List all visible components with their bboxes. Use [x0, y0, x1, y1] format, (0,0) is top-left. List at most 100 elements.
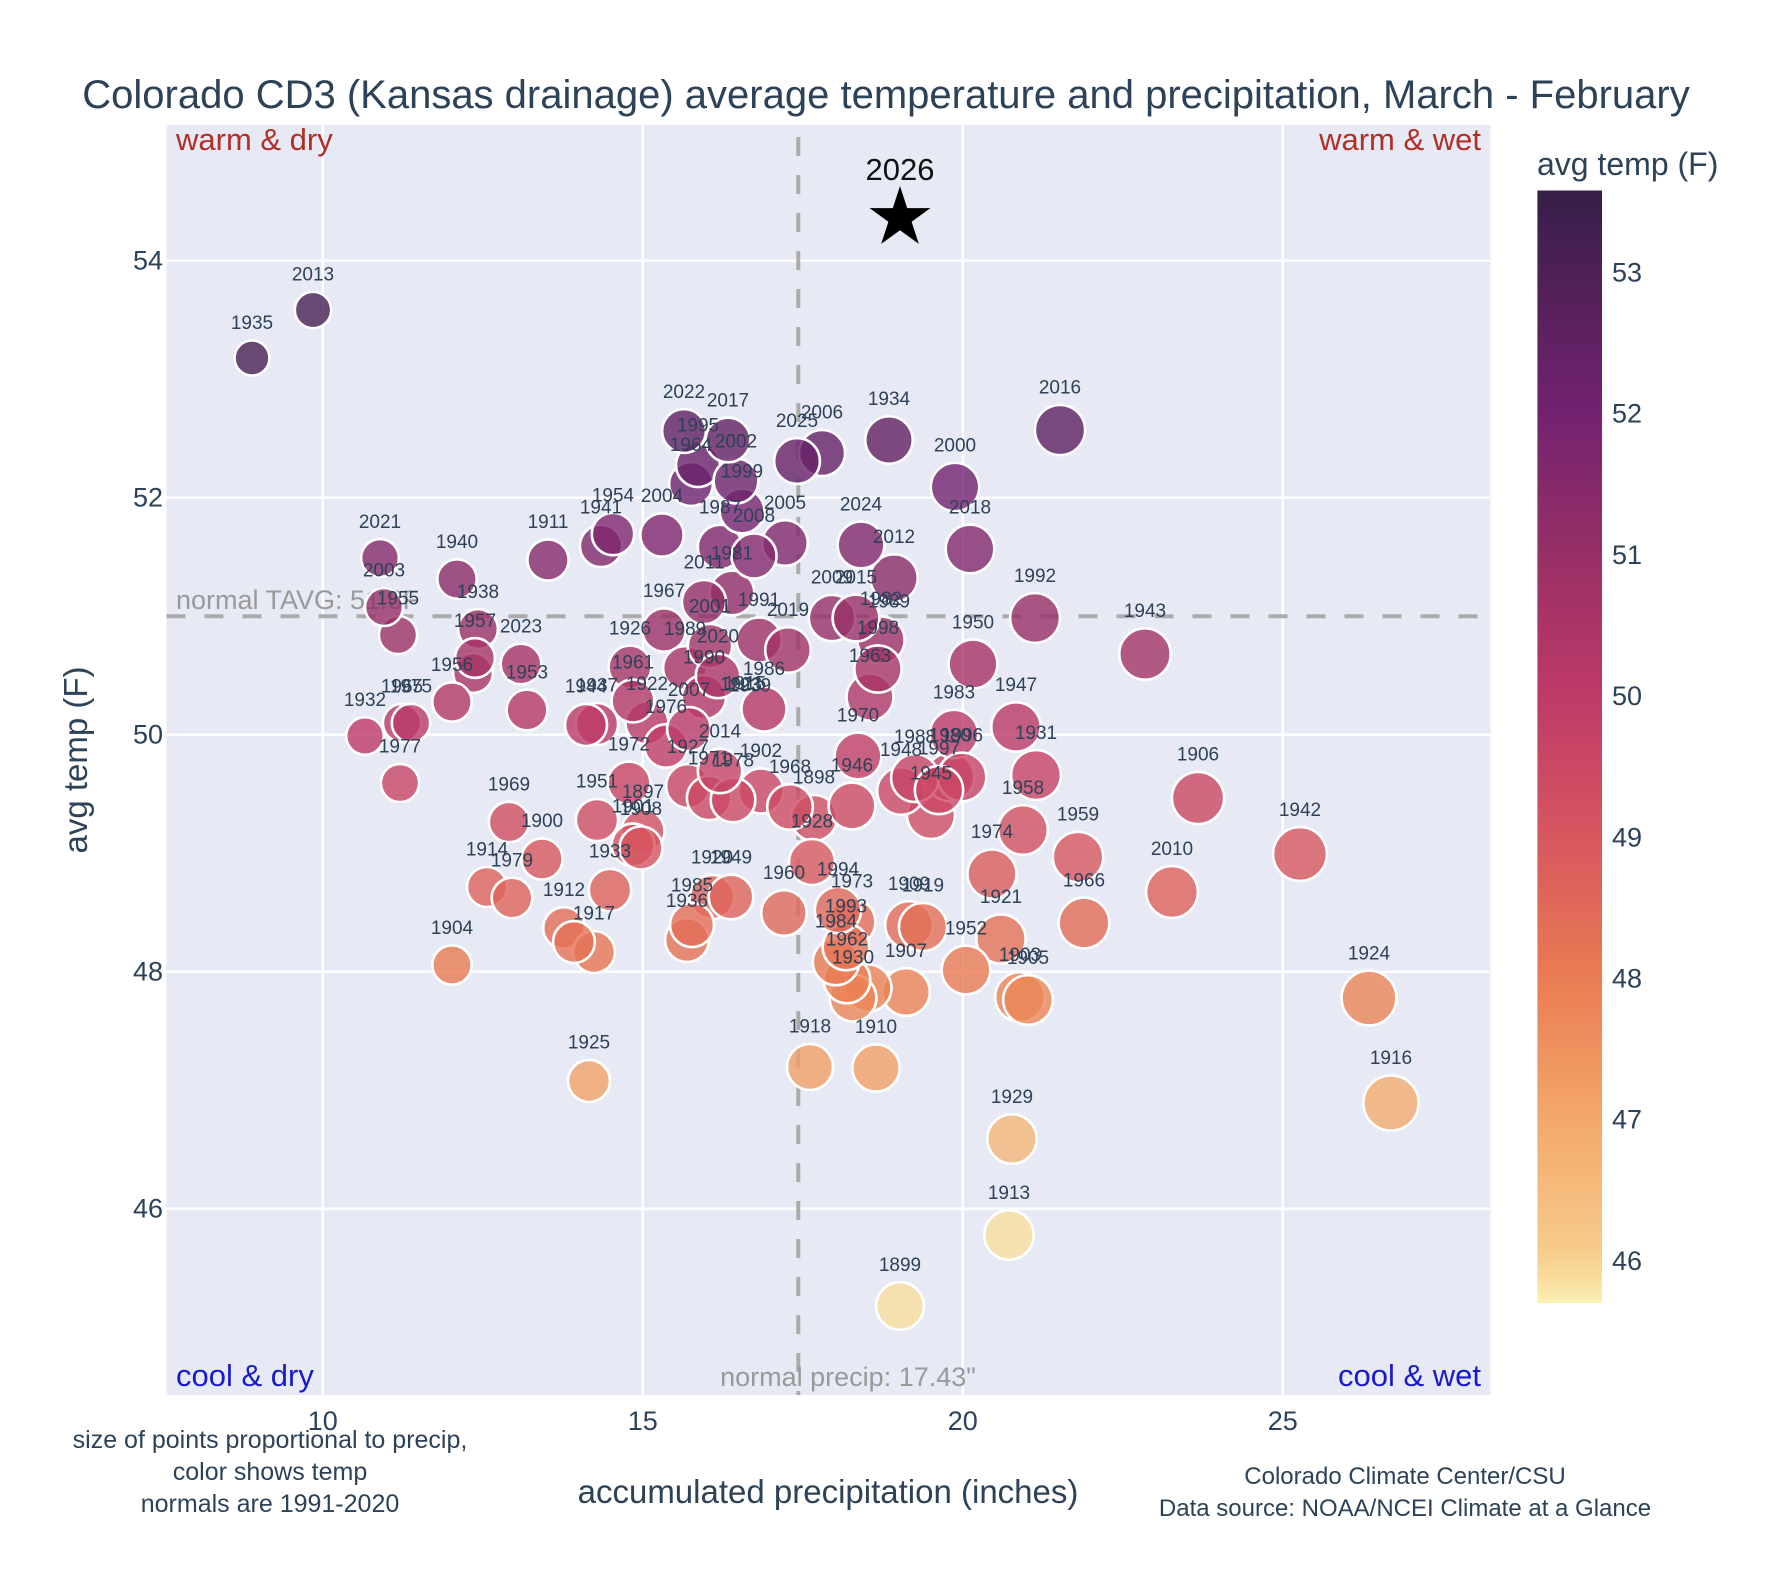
svg-text:1931: 1931: [1015, 723, 1057, 744]
svg-text:1983: 1983: [933, 683, 975, 704]
svg-text:1934: 1934: [868, 389, 911, 410]
svg-text:20: 20: [948, 1406, 978, 1436]
svg-text:2007: 2007: [668, 680, 710, 701]
svg-text:1964: 1964: [670, 435, 713, 456]
svg-text:1996: 1996: [941, 725, 983, 746]
svg-text:1923: 1923: [720, 675, 762, 696]
svg-text:1956: 1956: [431, 655, 473, 676]
svg-text:1924: 1924: [1348, 943, 1391, 964]
svg-text:2013: 2013: [292, 265, 334, 286]
svg-text:1943: 1943: [1124, 601, 1166, 622]
svg-text:1903: 1903: [999, 945, 1041, 966]
svg-text:2025: 2025: [776, 411, 818, 432]
svg-text:51: 51: [1612, 540, 1642, 570]
svg-text:1901: 1901: [612, 796, 654, 817]
svg-text:52: 52: [1612, 399, 1642, 429]
svg-text:2001: 2001: [689, 597, 731, 618]
svg-text:2010: 2010: [1151, 839, 1193, 860]
svg-text:1932: 1932: [344, 690, 386, 711]
svg-text:25: 25: [1268, 1406, 1298, 1436]
svg-text:Data source: NOAA/NCEI Climate: Data source: NOAA/NCEI Climate at a Glan…: [1159, 1495, 1651, 1522]
svg-text:accumulated precipitation (inc: accumulated precipitation (inches): [578, 1473, 1079, 1510]
svg-text:1946: 1946: [831, 755, 873, 776]
svg-text:Colorado Climate Center/CSU: Colorado Climate Center/CSU: [1244, 1463, 1565, 1490]
svg-text:2012: 2012: [873, 527, 915, 548]
svg-text:1962: 1962: [826, 929, 868, 950]
svg-text:1979: 1979: [491, 850, 533, 871]
svg-text:1968: 1968: [769, 757, 811, 778]
svg-text:1961: 1961: [612, 652, 654, 673]
svg-text:2016: 2016: [1039, 378, 1081, 399]
svg-text:1955: 1955: [377, 589, 419, 610]
svg-text:1944: 1944: [565, 677, 608, 698]
svg-text:54: 54: [133, 246, 163, 276]
svg-text:1907: 1907: [885, 941, 927, 962]
svg-text:1926: 1926: [609, 618, 651, 639]
svg-text:1967: 1967: [643, 581, 685, 602]
svg-text:1988: 1988: [894, 727, 936, 748]
svg-text:50: 50: [1612, 681, 1642, 711]
svg-text:46: 46: [1612, 1246, 1642, 1276]
svg-text:47: 47: [1612, 1105, 1642, 1135]
svg-text:1963: 1963: [849, 646, 891, 667]
svg-text:1911: 1911: [528, 512, 569, 533]
svg-text:avg temp (F): avg temp (F): [1537, 146, 1718, 182]
svg-text:1994: 1994: [817, 860, 860, 881]
svg-text:2021: 2021: [359, 512, 401, 533]
svg-text:1945: 1945: [910, 764, 952, 785]
svg-text:size of points proportional to: size of points proportional to precip,: [73, 1426, 468, 1454]
svg-text:1981: 1981: [711, 543, 753, 564]
svg-text:warm & dry: warm & dry: [175, 122, 333, 157]
svg-text:1913: 1913: [988, 1183, 1030, 1204]
svg-text:52: 52: [133, 483, 163, 513]
svg-text:1980: 1980: [929, 726, 971, 747]
svg-text:2022: 2022: [663, 382, 705, 403]
svg-text:1930: 1930: [832, 947, 874, 968]
svg-text:1906: 1906: [1177, 745, 1219, 766]
svg-text:1918: 1918: [789, 1017, 831, 1038]
svg-text:2026: 2026: [866, 152, 935, 187]
svg-text:1915: 1915: [724, 674, 766, 695]
svg-text:1992: 1992: [1014, 566, 1056, 587]
svg-text:2019: 2019: [767, 600, 809, 621]
svg-text:1902: 1902: [740, 741, 782, 762]
svg-text:2017: 2017: [707, 390, 749, 411]
svg-text:1942: 1942: [1279, 800, 1321, 821]
svg-text:1935: 1935: [231, 313, 273, 334]
svg-text:48: 48: [133, 957, 163, 987]
svg-text:1933: 1933: [589, 842, 631, 863]
svg-text:1947: 1947: [995, 675, 1037, 696]
svg-text:1957: 1957: [454, 611, 496, 632]
svg-text:2006: 2006: [801, 403, 843, 424]
svg-text:1900: 1900: [521, 811, 563, 832]
svg-text:1927: 1927: [667, 737, 709, 758]
svg-text:1899: 1899: [879, 1255, 921, 1276]
svg-text:2014: 2014: [699, 722, 742, 743]
svg-text:1998: 1998: [857, 618, 899, 639]
svg-text:1993: 1993: [825, 896, 867, 917]
svg-text:avg temp (F): avg temp (F): [57, 666, 94, 853]
svg-text:1999: 1999: [721, 461, 763, 482]
svg-text:1986: 1986: [743, 659, 785, 680]
svg-text:1920: 1920: [691, 848, 733, 869]
svg-text:1950: 1950: [952, 612, 994, 633]
svg-text:49: 49: [1612, 822, 1642, 852]
svg-text:1987: 1987: [699, 498, 741, 519]
svg-text:1969: 1969: [488, 775, 530, 796]
svg-text:1958: 1958: [1002, 778, 1044, 799]
svg-text:normal precip: 17.43": normal precip: 17.43": [720, 1362, 976, 1392]
svg-text:1984: 1984: [815, 912, 858, 933]
svg-text:1897: 1897: [622, 782, 664, 803]
svg-text:2018: 2018: [949, 497, 991, 518]
svg-text:1951: 1951: [576, 772, 618, 793]
svg-text:2000: 2000: [934, 436, 976, 457]
svg-text:1959: 1959: [1057, 805, 1099, 826]
svg-text:1954: 1954: [592, 486, 635, 507]
svg-text:1991: 1991: [738, 590, 780, 611]
svg-text:1917: 1917: [573, 904, 615, 925]
svg-text:1972: 1972: [608, 734, 650, 755]
svg-text:1976: 1976: [645, 697, 687, 718]
svg-text:1989: 1989: [664, 619, 706, 640]
svg-text:1970: 1970: [837, 705, 879, 726]
svg-text:1977: 1977: [379, 737, 421, 758]
